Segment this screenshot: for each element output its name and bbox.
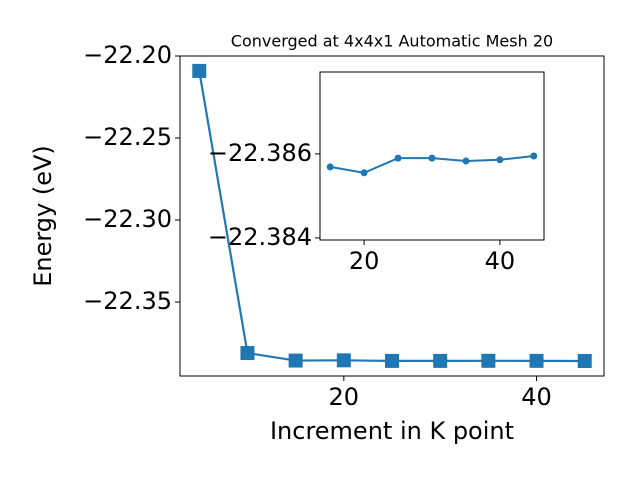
- x-tick-label: 40: [485, 247, 516, 275]
- y-tick-label: −22.386: [208, 139, 312, 167]
- marker: [529, 353, 544, 368]
- marker: [326, 163, 334, 171]
- marker: [481, 353, 496, 368]
- marker: [240, 346, 255, 361]
- x-tick-label: 20: [329, 383, 360, 411]
- marker: [496, 156, 504, 164]
- y-tick-label: −22.25: [83, 123, 172, 151]
- marker: [360, 169, 368, 177]
- x-tick-label: 40: [521, 383, 552, 411]
- marker: [394, 154, 402, 162]
- marker: [192, 63, 207, 78]
- y-tick-label: −22.20: [83, 41, 172, 69]
- marker: [336, 353, 351, 368]
- y-axis-label: Energy (eV): [29, 145, 57, 287]
- marker: [428, 154, 436, 162]
- marker: [385, 353, 399, 368]
- marker: [433, 353, 448, 368]
- x-axis-label: Increment in K point: [270, 417, 514, 445]
- x-tick-label: 20: [349, 247, 380, 275]
- y-tick-label: −22.35: [83, 287, 172, 315]
- marker: [288, 353, 303, 368]
- marker: [530, 152, 538, 160]
- marker: [577, 353, 592, 368]
- y-tick-label: −22.384: [208, 223, 312, 251]
- chart-title: Converged at 4x4x1 Automatic Mesh 20: [231, 32, 553, 51]
- marker: [462, 157, 470, 165]
- y-tick-label: −22.30: [83, 205, 172, 233]
